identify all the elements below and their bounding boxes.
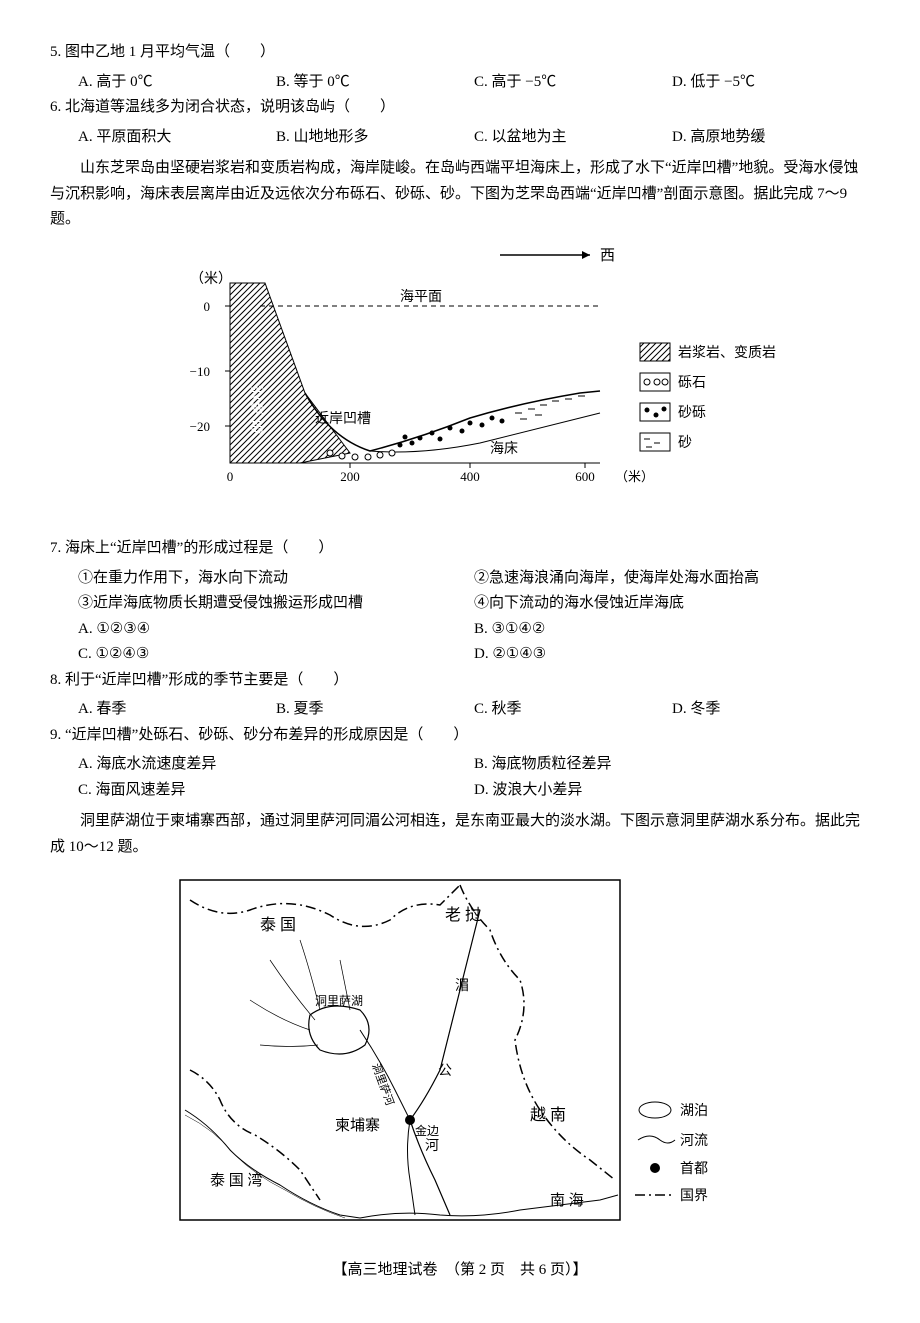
passage-2: 洞里萨湖位于柬埔寨西部，通过洞里萨河同湄公河相连，是东南亚最大的淡水湖。下图示意… <box>50 809 870 860</box>
q9-opt-d: D. 波浪大小差异 <box>474 778 870 804</box>
q6-opt-b: B. 山地地形多 <box>276 125 474 151</box>
q6-options: A. 平原面积大 B. 山地地形多 C. 以盆地为主 D. 高原地势缓 <box>78 125 870 151</box>
question-9: 9. “近岸凹槽”处砾石、砂砾、砂分布差异的形成原因是（ ） <box>50 723 870 749</box>
fig1-x-label: （米） <box>615 469 654 484</box>
q7-sub-3: ③近岸海底物质长期遭受侵蚀搬运形成凹槽 <box>78 591 474 617</box>
q8-opt-d: D. 冬季 <box>672 697 870 723</box>
fig1-leg-sandgravel: 砂砾 <box>678 405 706 421</box>
fig2-cambodia: 柬埔寨 <box>335 1116 380 1134</box>
q9-opt-c: C. 海面风速差异 <box>78 778 474 804</box>
q9-text: “近岸凹槽”处砾石、砂砾、砂分布差异的形成原因是（ ） <box>65 727 468 743</box>
fig1-ytick-10: −10 <box>190 364 210 379</box>
fig1-legend: 岩浆岩、变质岩 砾石 砂砾 砂 <box>640 343 776 451</box>
q8-opt-c: C. 秋季 <box>474 697 672 723</box>
question-8: 8. 利于“近岸凹槽”形成的季节主要是（ ） <box>50 668 870 694</box>
fig2-mekong-a: 湄 <box>455 978 469 994</box>
fig1-ytick-20: −20 <box>190 419 210 434</box>
fig1-island-2: 罘 <box>250 404 264 419</box>
fig1-sandgravel-symbols <box>398 415 505 447</box>
q7-opt-a: A. ①②③④ <box>78 617 474 643</box>
fig2-laos: 老 挝 <box>445 906 481 924</box>
q7-text: 海床上“近岸凹槽”的形成过程是（ ） <box>65 540 333 556</box>
q8-opt-a: A. 春季 <box>78 697 276 723</box>
fig2-legend: 湖泊 河流 首都 国界 <box>635 1102 708 1204</box>
q5-num: 5. <box>50 44 61 60</box>
figure-1: 西 （米） 0 −10 −20 0 200 400 600 （米） 海平面 芝 … <box>50 243 870 523</box>
q7-sub-1: ①在重力作用下，海水向下流动 <box>78 566 474 592</box>
question-6: 6. 北海道等温线多为闭合状态，说明该岛屿（ ） <box>50 95 870 121</box>
q7-opt-b: B. ③①④② <box>474 617 870 643</box>
q5-opt-c: C. 高于 −5℃ <box>474 70 672 96</box>
fig2-southsea: 南 海 <box>550 1192 584 1209</box>
fig1-island-3: 岛 <box>250 420 264 436</box>
fig1-seabed: 海床 <box>490 441 518 457</box>
fig1-xtick-200: 200 <box>340 469 360 484</box>
fig1-sealevel: 海平面 <box>400 289 442 305</box>
q5-options: A. 高于 0℃ B. 等于 0℃ C. 高于 −5℃ D. 低于 −5℃ <box>78 70 870 96</box>
q9-num: 9. <box>50 727 61 743</box>
q8-num: 8. <box>50 672 61 688</box>
q7-sub-4: ④向下流动的海水侵蚀近岸海底 <box>474 591 870 617</box>
q7-num: 7. <box>50 540 61 556</box>
page-footer: 【高三地理试卷 （第 2 页 共 6 页）】 <box>50 1258 870 1284</box>
figure-2: 泰 国 老 挝 越 南 柬埔寨 泰 国 湾 南 海 洞里萨湖 洞里萨河 湄 公 … <box>50 870 870 1240</box>
q6-opt-c: C. 以盆地为主 <box>474 125 672 151</box>
question-7: 7. 海床上“近岸凹槽”的形成过程是（ ） <box>50 536 870 562</box>
fig1-trough: 近岸凹槽 <box>315 411 371 427</box>
fig2-leg-capital: 首都 <box>680 1161 708 1177</box>
fig1-xtick-400: 400 <box>460 469 480 484</box>
q5-opt-b: B. 等于 0℃ <box>276 70 474 96</box>
fig1-island-1: 芝 <box>250 386 264 402</box>
q8-options: A. 春季 B. 夏季 C. 秋季 D. 冬季 <box>78 697 870 723</box>
q8-opt-b: B. 夏季 <box>276 697 474 723</box>
q9-options: A. 海底水流速度差异 B. 海底物质粒径差异 C. 海面风速差异 D. 波浪大… <box>78 752 870 803</box>
q5-text: 图中乙地 1 月平均气温（ ） <box>65 44 275 60</box>
q9-opt-a: A. 海底水流速度差异 <box>78 752 474 778</box>
fig1-west-label: 西 <box>600 248 615 264</box>
fig2-leg-lake: 湖泊 <box>680 1103 708 1119</box>
fig2-mekong-b: 公 <box>438 1064 452 1079</box>
q7-sub-2: ②急速海浪涌向海岸，使海岸处海水面抬高 <box>474 566 870 592</box>
q6-text: 北海道等温线多为闭合状态，说明该岛屿（ ） <box>65 99 395 115</box>
q6-opt-a: A. 平原面积大 <box>78 125 276 151</box>
fig1-xtick-0: 0 <box>227 469 234 484</box>
q8-text: 利于“近岸凹槽”形成的季节主要是（ ） <box>65 672 348 688</box>
q7-subs: ①在重力作用下，海水向下流动 ②急速海浪涌向海岸，使海岸处海水面抬高 ③近岸海底… <box>78 566 870 617</box>
fig1-ytick-0: 0 <box>204 299 211 314</box>
fig1-xtick-600: 600 <box>575 469 595 484</box>
question-5: 5. 图中乙地 1 月平均气温（ ） <box>50 40 870 66</box>
fig1-leg-rock: 岩浆岩、变质岩 <box>678 345 776 361</box>
fig2-leg-border: 国界 <box>680 1189 708 1204</box>
fig2-leg-river: 河流 <box>680 1133 708 1149</box>
fig2-thailand: 泰 国 <box>260 916 296 934</box>
q7-opt-c: C. ①②④③ <box>78 642 474 668</box>
q7-opt-d: D. ②①④③ <box>474 642 870 668</box>
fig2-lake: 洞里萨湖 <box>315 993 363 1008</box>
q5-opt-a: A. 高于 0℃ <box>78 70 276 96</box>
q9-opt-b: B. 海底物质粒径差异 <box>474 752 870 778</box>
fig2-capital: 金边 <box>415 1123 439 1138</box>
fig1-leg-sand: 砂 <box>678 435 692 451</box>
fig2-gulf: 泰 国 湾 <box>210 1172 263 1189</box>
q6-opt-d: D. 高原地势缓 <box>672 125 870 151</box>
passage-1: 山东芝罘岛由坚硬岩浆岩和变质岩构成，海岸陡峻。在岛屿西端平坦海床上，形成了水下“… <box>50 156 870 233</box>
fig2-vietnam: 越 南 <box>530 1106 566 1124</box>
fig2-mekong-c: 河 <box>425 1138 439 1154</box>
q5-opt-d: D. 低于 −5℃ <box>672 70 870 96</box>
q7-options: A. ①②③④ B. ③①④② C. ①②④③ D. ②①④③ <box>78 617 870 668</box>
fig1-leg-gravel: 砾石 <box>678 375 706 391</box>
q6-num: 6. <box>50 99 61 115</box>
fig1-sand-symbols <box>515 396 585 419</box>
fig1-y-label: （米） <box>190 271 232 287</box>
